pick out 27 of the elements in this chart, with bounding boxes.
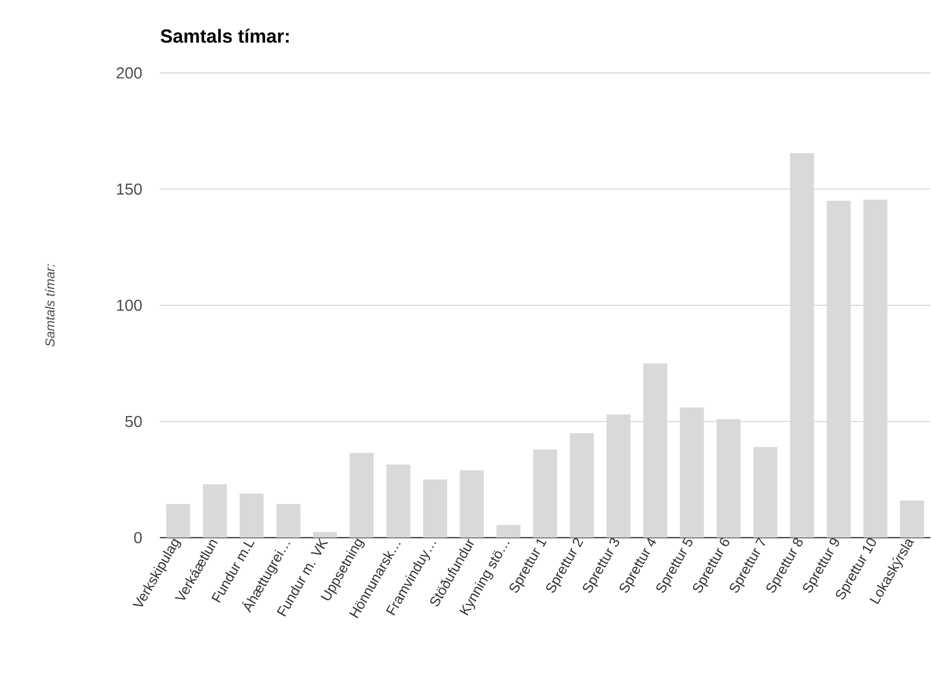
bar [166, 504, 190, 538]
bar [716, 419, 741, 538]
bar [460, 470, 484, 538]
y-tick-label: 200 [116, 68, 142, 79]
bar [826, 200, 851, 538]
bar [313, 532, 337, 538]
bar [533, 450, 558, 538]
y-tick-label: 150 [117, 184, 142, 195]
bar [276, 504, 300, 538]
bar [240, 494, 264, 538]
y-axis-title: Samtals tímar: [44, 264, 55, 347]
bar [202, 484, 227, 538]
chart-title: Samtals tímar: [160, 28, 289, 43]
bar [863, 200, 888, 538]
bar [643, 364, 668, 538]
bar [350, 453, 374, 538]
bar [680, 408, 704, 538]
bar [496, 525, 520, 538]
bar [900, 500, 924, 538]
y-tick-label: 50 [125, 416, 142, 428]
bar [790, 153, 814, 538]
bar [386, 464, 410, 538]
bar [753, 447, 778, 538]
bar [606, 414, 631, 538]
bar [570, 433, 594, 538]
y-tick-label: 100 [117, 300, 142, 312]
bar [423, 480, 448, 538]
